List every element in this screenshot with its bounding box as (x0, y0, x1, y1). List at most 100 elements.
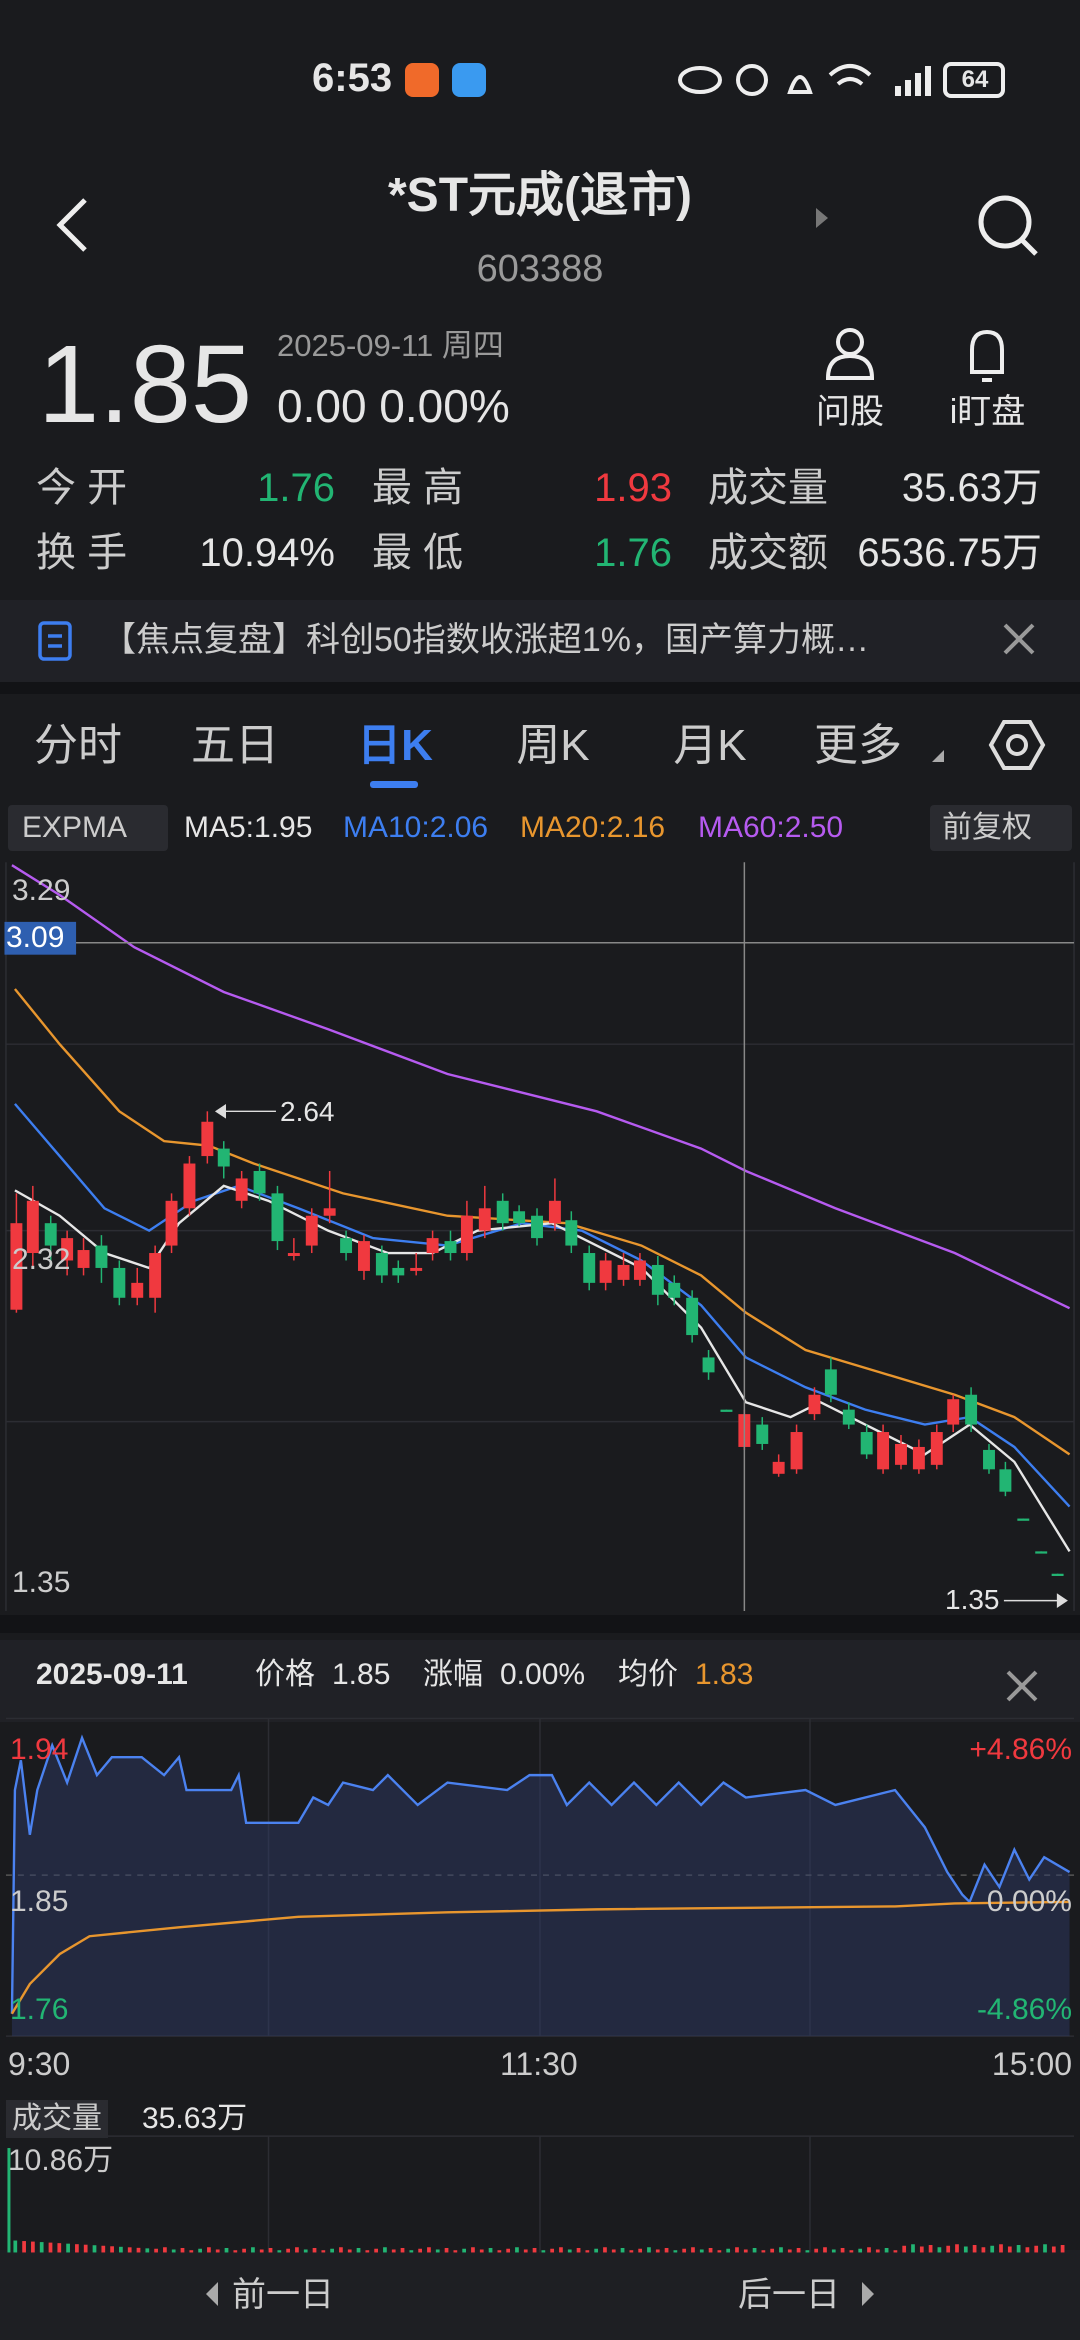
volume-bar (796, 2247, 801, 2253)
candle-body (287, 1253, 300, 1257)
volume-bar (567, 2249, 572, 2253)
volume-bar (673, 2250, 678, 2253)
candle-body (633, 1260, 646, 1280)
news-text[interactable]: 【焦点复盘】科创50指数收涨超1%，国产算力概… (102, 621, 869, 659)
candle-body (583, 1253, 596, 1283)
settings-button[interactable] (988, 720, 1046, 770)
adjust-label[interactable]: 前复权 (942, 811, 1032, 844)
news-bar[interactable] (0, 600, 1080, 682)
intraday-grid (5, 1717, 1075, 2253)
volume-bar (655, 2249, 660, 2253)
candle-body (548, 1200, 561, 1224)
candles (10, 1111, 1064, 1576)
volume-bar (330, 2248, 334, 2253)
price: 1.85 (38, 323, 253, 446)
axis-label: +4.86% (969, 1733, 1072, 1766)
high-label: 2.64 (280, 1096, 335, 1127)
stat-label: 最 低 (372, 531, 464, 575)
volume-bar (990, 2245, 995, 2253)
volume-bar (867, 2247, 871, 2253)
indicator-box[interactable] (8, 805, 168, 851)
volume-bar (559, 2247, 563, 2253)
stat-value: 35.63万 (901, 466, 1042, 510)
ask-icon[interactable] (825, 328, 875, 380)
candle-body (686, 1297, 699, 1336)
stat-value: 1.76 (594, 531, 672, 575)
volume-bar (629, 2250, 634, 2253)
tab[interactable]: 日K (357, 721, 433, 770)
volume-bar (946, 2245, 951, 2253)
candle-body (235, 1178, 248, 1201)
indicator-name[interactable]: EXPMA (22, 811, 128, 844)
next-arrow[interactable] (816, 208, 828, 228)
volume-bar (1016, 2245, 1021, 2253)
tab[interactable]: 五日 (191, 721, 279, 770)
candle-body (26, 1200, 39, 1254)
tab[interactable]: 周K (516, 721, 590, 770)
volume-bar (242, 2248, 246, 2253)
volume-bar (884, 2247, 889, 2253)
candle-body (392, 1267, 405, 1276)
volume-label[interactable]: 成交量 (6, 2100, 108, 2138)
next-day[interactable]: 后一日 (738, 2276, 840, 2314)
volume-bar (603, 2247, 607, 2253)
prev-day[interactable]: 前一日 (232, 2276, 334, 2314)
candle-body (1017, 1518, 1030, 1521)
ma-value: MA10:2.06 (343, 811, 489, 844)
volume-bar (955, 2244, 959, 2253)
field-label: 涨幅 (423, 1658, 483, 1691)
volume-bar (840, 2247, 845, 2253)
volume-bar (682, 2248, 687, 2253)
field-value: 1.85 (332, 1658, 391, 1691)
candle-body (599, 1260, 612, 1283)
volume-bar (66, 2243, 70, 2253)
volume-bar (770, 2248, 775, 2253)
watch-icon[interactable] (970, 329, 1004, 382)
volume-bar (1034, 2245, 1039, 2253)
search-button[interactable] (978, 195, 1038, 256)
close-news[interactable] (1003, 623, 1035, 655)
volume-bar (752, 2247, 757, 2253)
volume-bar (1007, 2246, 1012, 2253)
candle-body (983, 1449, 995, 1470)
close-intraday[interactable] (1006, 1670, 1038, 1702)
axis-label: 1.35 (12, 1566, 71, 1599)
candle-body (410, 1267, 423, 1271)
stat-label: 成交额 (708, 531, 828, 575)
field-value: 1.83 (695, 1658, 754, 1691)
intraday-date: 2025-09-11 (36, 1658, 188, 1691)
candle-body (77, 1250, 90, 1268)
volume-bar (902, 2245, 907, 2253)
volume-bar (48, 2242, 53, 2253)
candle-body (877, 1432, 890, 1470)
candle-body (165, 1200, 178, 1246)
volume-bar (550, 2248, 555, 2253)
adjust-box[interactable] (930, 805, 1072, 851)
volume-bar (31, 2241, 35, 2253)
field-label: 均价 (618, 1658, 678, 1691)
candle-body (375, 1253, 388, 1276)
candle-body (95, 1245, 108, 1268)
volume-bar (119, 2246, 123, 2253)
volume-bar (101, 2245, 106, 2253)
volume-bar (664, 2247, 669, 2253)
separator (0, 682, 1080, 694)
tab[interactable]: 更多 (814, 721, 902, 770)
tab[interactable]: 月K (673, 721, 747, 770)
tab[interactable]: 分时 (34, 721, 122, 770)
action-label[interactable]: 问股 (816, 393, 884, 431)
volume-bar (823, 2247, 827, 2253)
volume-bar (57, 2243, 62, 2253)
volume-bar (409, 2250, 414, 2253)
volume-bar (39, 2242, 44, 2253)
volume-bar (110, 2246, 114, 2253)
candle-body (478, 1208, 491, 1231)
action-label[interactable]: i盯盘 (949, 393, 1026, 431)
volume-bar (286, 2248, 290, 2253)
high-arrow (214, 1103, 276, 1119)
stat-label: 成交量 (708, 466, 828, 510)
back-button[interactable] (56, 198, 87, 252)
volume-bar (180, 2247, 185, 2253)
volume-bar (981, 2247, 986, 2253)
